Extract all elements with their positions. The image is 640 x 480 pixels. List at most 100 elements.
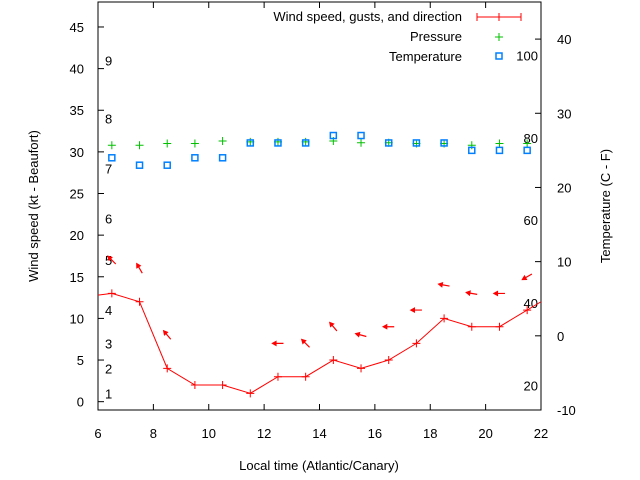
y2-tick-label: 10 [557,255,571,270]
beaufort-label: 6 [105,211,112,226]
y-tick-label: 15 [70,270,84,285]
temperature-point [495,146,504,155]
x-tick-label: 12 [257,426,271,441]
wind-direction-arrow [437,281,450,288]
wind-direction-arrow [381,323,395,330]
wind-direction-arrow [409,307,422,314]
wind-speed-point [329,356,338,365]
beaufort-label: 2 [105,361,112,376]
legend-temperature-sample [495,52,503,60]
beaufort-label: 7 [105,162,112,177]
temperature-point [163,161,171,169]
legend-wind-label: Wind speed, gusts, and direction [273,9,462,24]
temperature-point [191,154,199,162]
legend-pressure-sample [495,33,503,41]
wind-speed-point [357,364,366,373]
pressure-point [163,139,172,148]
x-tick-label: 22 [534,426,548,441]
pressure-point [190,139,199,148]
wind-direction-arrow [107,255,117,265]
x-tick-label: 14 [312,426,326,441]
beaufort-label: 8 [105,112,112,127]
temperature-point [135,161,144,169]
temperature-point [329,131,338,140]
beaufort-label: 1 [105,386,112,401]
y2-tick-label: 40 [557,32,571,47]
x-tick-label: 18 [423,426,437,441]
wind-direction-arrow [492,290,505,297]
y-tick-label: 20 [70,228,84,243]
wind-direction-arrow [465,290,478,297]
y2-tick-label: 20 [557,180,571,195]
x-tick-label: 8 [150,426,157,441]
x-tick-label: 6 [94,426,101,441]
wind-speed-point [273,372,282,381]
wind-direction-arrow [521,273,533,281]
legend-temperature-label: Temperature [389,49,462,64]
fahrenheit-label: 20 [524,379,538,394]
y2-tick-label: 30 [557,106,571,121]
y2-tick-label: -10 [557,403,576,418]
wind-speed-point [107,289,116,298]
temperature-point [468,146,476,155]
wind-speed-point [301,372,310,381]
temperature-point [246,139,255,147]
y-tick-label: 10 [70,311,84,326]
wind-speed-point [246,389,255,398]
temperature-point [301,139,310,147]
pressure-point [218,137,227,146]
x-tick-label: 20 [478,426,492,441]
temperature-point [440,139,448,147]
wind-direction-arrow [329,321,338,332]
y2-tick-label: 0 [557,329,564,344]
temperature-point [523,146,531,155]
y-tick-label: 5 [77,353,84,368]
wind-speed-point [412,339,421,348]
wind-direction-arrow [300,338,310,348]
x-tick-label: 16 [368,426,382,441]
wind-speed-point [467,322,476,331]
y-tick-label: 45 [70,20,84,35]
y-tick-label: 25 [70,187,84,202]
legend: Wind speed, gusts, and direction Pressur… [273,9,462,64]
wind-direction-arrow [162,329,172,340]
wind-speed-line [97,292,542,394]
wind-direction-arrow [271,340,284,347]
y-tick-label: 30 [70,145,84,160]
fahrenheit-label: 100 [516,48,538,63]
fahrenheit-label: 60 [524,213,538,228]
temperature-point [412,139,421,147]
pressure-point [357,138,366,147]
wind-speed-point [135,297,144,306]
temperature-point [274,139,282,147]
pressure-point [495,139,504,148]
wind-speed-point [218,381,227,390]
wind-direction-arrow [136,262,143,274]
wind-speed-point [440,314,449,323]
temperature-point [218,154,227,162]
wind-speed-point [523,306,532,315]
wind-speed-point [163,364,172,373]
pressure-point [107,141,116,150]
plot-frame [97,1,542,411]
legend-pressure-label: Pressure [410,29,462,44]
y-axis-label: Wind speed (kt - Beaufort) [26,130,41,282]
y-tick-label: 35 [70,103,84,118]
beaufort-label: 4 [105,303,112,318]
temperature-point [108,154,116,162]
temperature-point [357,131,365,140]
pressure-point [523,139,532,148]
beaufort-label: 9 [105,53,112,68]
y-tick-label: 0 [77,395,84,410]
beaufort-label: 3 [105,336,112,351]
y2-axis-label: Temperature (C - F) [598,149,613,263]
y-tick-label: 40 [70,62,84,77]
wind-speed-point [384,356,393,365]
x-tick-label: 10 [202,426,216,441]
wind-speed-point [495,322,504,331]
x-axis-label: Local time (Atlantic/Canary) [239,458,399,473]
temperature-point [384,139,393,147]
pressure-point [135,141,144,150]
wind-speed-point [190,381,199,390]
